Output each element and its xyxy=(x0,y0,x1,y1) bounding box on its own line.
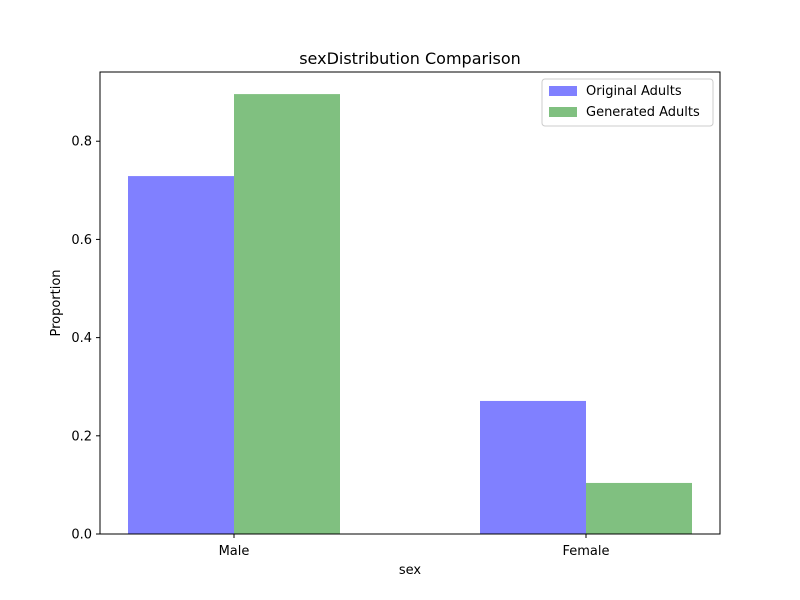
legend: Original Adults Generated Adults xyxy=(541,78,714,127)
legend-label: Generated Adults xyxy=(586,105,700,120)
x-axis-label: sex xyxy=(399,563,422,578)
plot-frame xyxy=(99,71,721,535)
legend-swatch xyxy=(549,107,577,117)
bar-male-original-adults xyxy=(128,176,234,534)
bar-female-original-adults xyxy=(480,400,586,534)
y-tick-label: 0.4 xyxy=(71,331,92,346)
legend-label: Original Adults xyxy=(586,84,682,99)
y-tick-label: 0.8 xyxy=(71,135,92,150)
x-tick-label: Male xyxy=(219,544,250,559)
legend-swatch xyxy=(549,86,577,96)
y-axis-ticks: 0.0 0.2 0.4 0.6 0.8 xyxy=(71,135,100,543)
y-tick-label: 0.0 xyxy=(71,528,92,543)
x-axis-ticks: Male Female xyxy=(219,534,610,559)
bars-group xyxy=(128,94,692,535)
x-tick-label: Female xyxy=(562,544,609,559)
y-tick-label: 0.6 xyxy=(71,233,92,248)
bar-female-generated-adults xyxy=(586,482,692,534)
chart-title: sexDistribution Comparison xyxy=(299,49,521,68)
legend-box xyxy=(541,78,714,127)
y-axis-label: Proportion xyxy=(49,269,64,336)
bar-male-generated-adults xyxy=(234,94,340,535)
y-tick-label: 0.2 xyxy=(71,429,92,444)
